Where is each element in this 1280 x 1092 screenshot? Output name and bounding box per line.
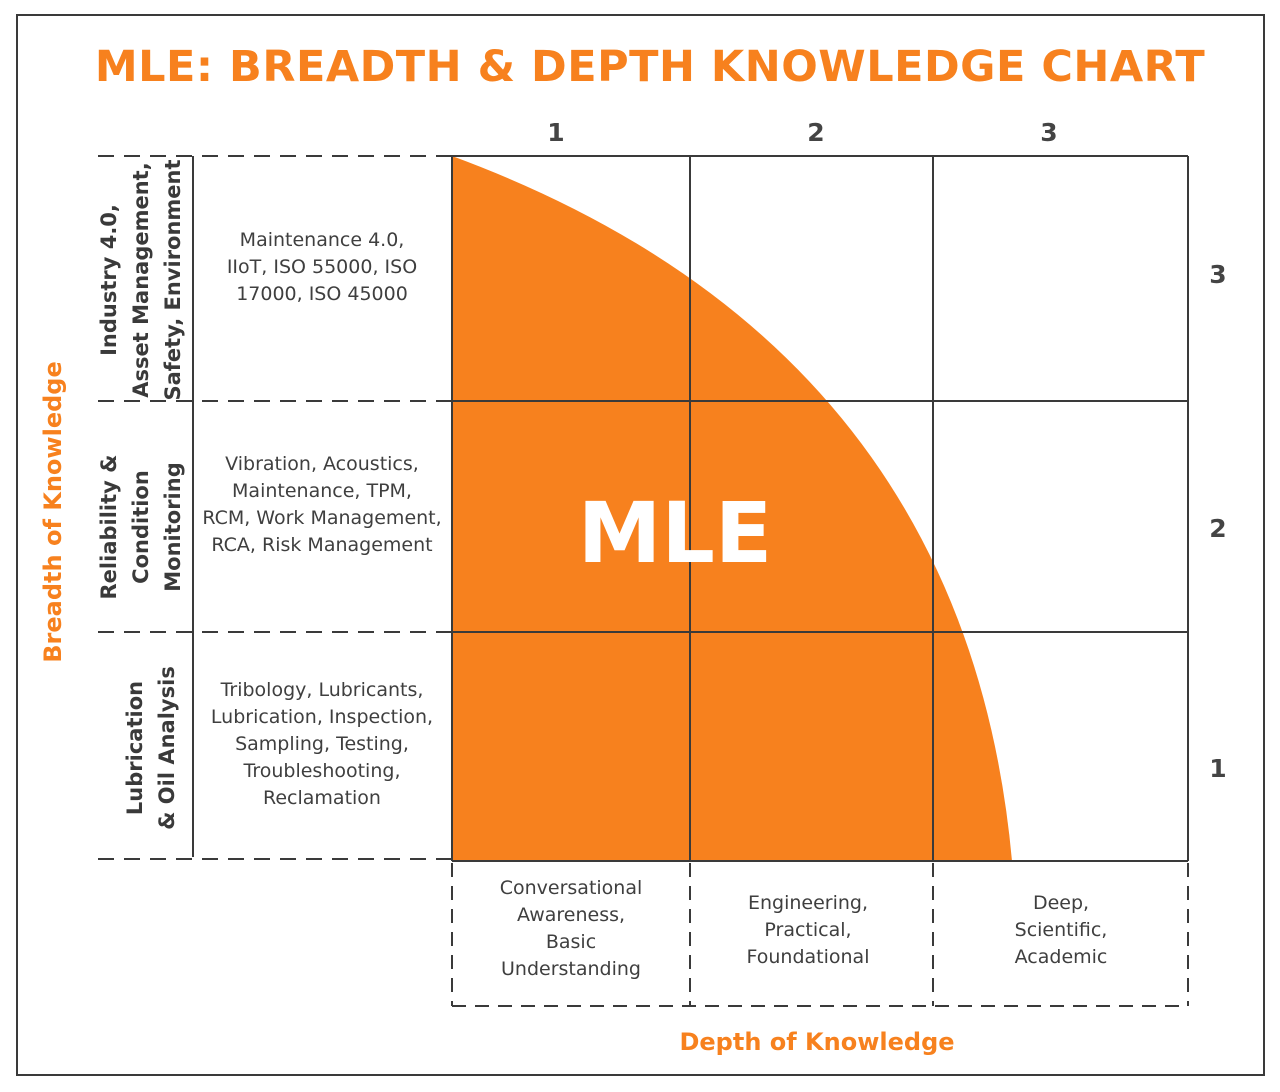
chart-title: MLE: BREADTH & DEPTH KNOWLEDGE CHART <box>94 42 1206 92</box>
column-number-3: 3 <box>1040 118 1058 147</box>
chart-frame <box>16 14 1265 1076</box>
depth-level-2: Engineering, Practical, Foundational <box>746 892 870 968</box>
column-number-1: 1 <box>547 118 565 147</box>
depth-axis-label: Depth of Knowledge <box>679 1028 955 1056</box>
row-number-1: 1 <box>1209 754 1227 783</box>
depth-level-1: Conversational Awareness, Basic Understa… <box>499 877 643 980</box>
category-description-industry: Maintenance 4.0, IIoT, ISO 55000, ISO 17… <box>226 229 418 305</box>
category-description-reliability: Vibration, Acoustics, Maintenance, TPM, … <box>202 453 442 556</box>
column-number-2: 2 <box>807 118 825 147</box>
category-description-lubrication: Tribology, Lubricants, Lubrication, Insp… <box>210 679 434 809</box>
mle-region <box>452 156 1012 861</box>
depth-level-3: Deep, Scientific, Academic <box>1014 892 1108 968</box>
row-number-2: 2 <box>1209 514 1227 543</box>
row-number-3: 3 <box>1209 260 1227 289</box>
mle-label: MLE <box>577 484 773 582</box>
